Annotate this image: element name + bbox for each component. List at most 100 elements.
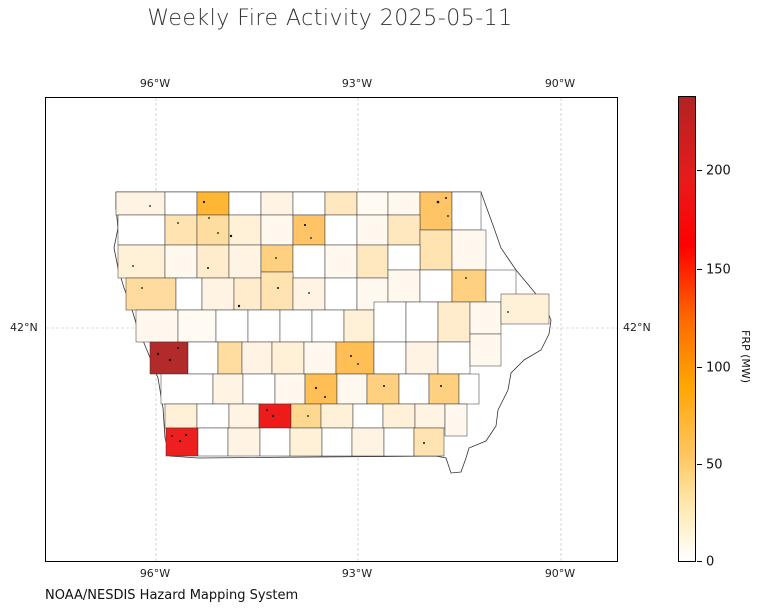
county [196, 214, 230, 246]
county [324, 277, 358, 311]
fire-point [185, 434, 187, 436]
county-layer [115, 191, 550, 457]
fire-point [132, 265, 134, 267]
fire-point [314, 386, 318, 390]
county [387, 244, 421, 271]
county [279, 309, 313, 343]
fire-point [307, 415, 309, 417]
county [451, 269, 487, 303]
fire-point [207, 267, 209, 269]
county [290, 403, 322, 429]
fire-point [350, 355, 352, 357]
county [324, 191, 358, 216]
county [274, 373, 306, 405]
county [241, 341, 273, 375]
county [271, 341, 305, 375]
fire-point [217, 232, 219, 234]
county [469, 301, 502, 335]
county [149, 341, 189, 375]
county [260, 271, 294, 311]
colorbar-tick-mark [697, 367, 702, 368]
county [228, 244, 262, 279]
county [201, 277, 235, 311]
lat-tick-left-42n: 42°N [10, 321, 38, 334]
county [451, 191, 482, 231]
lon-tick-bottom-96w: 96°W [139, 567, 171, 580]
fire-point [445, 197, 447, 199]
county [336, 373, 368, 405]
colorbar-tick-label: 50 [706, 457, 723, 473]
iowa-county-map [46, 98, 617, 561]
lon-tick-bottom-93w: 93°W [341, 567, 373, 580]
county [366, 373, 400, 405]
fire-point [324, 396, 326, 398]
fire-point [237, 304, 241, 308]
map-panel [45, 97, 618, 562]
county [292, 214, 326, 246]
county [414, 403, 446, 429]
county [260, 214, 294, 246]
fire-point [177, 347, 179, 349]
county [343, 309, 375, 343]
fire-point [465, 277, 467, 279]
fire-point [310, 237, 312, 239]
county [165, 427, 199, 457]
county [292, 191, 326, 216]
county [419, 191, 453, 231]
colorbar [678, 96, 696, 562]
colorbar-tick-mark [697, 269, 702, 270]
fire-point [271, 414, 275, 418]
county [324, 244, 358, 279]
colorbar-tick-mark [697, 170, 702, 171]
county [419, 229, 453, 271]
county [304, 373, 338, 405]
county [125, 277, 177, 311]
county [292, 277, 326, 311]
colorbar-tick-label: 200 [706, 163, 731, 179]
fire-point [303, 223, 307, 227]
county [177, 309, 217, 343]
county [387, 214, 421, 246]
county [164, 214, 198, 246]
county [135, 309, 179, 343]
county [383, 427, 415, 457]
county [382, 403, 416, 429]
fire-point [171, 435, 173, 437]
county [356, 191, 389, 216]
fire-point [177, 222, 179, 224]
fire-point [275, 257, 277, 259]
lat-tick-right-42n: 42°N [623, 321, 651, 334]
fire-point [149, 205, 151, 207]
county [260, 244, 294, 273]
colorbar-title: FRP (MW) [739, 330, 752, 384]
colorbar-tick-mark [697, 464, 702, 465]
county [387, 191, 421, 216]
county [228, 403, 260, 429]
county [233, 277, 262, 311]
county [175, 277, 203, 311]
county [419, 269, 453, 303]
county [160, 373, 214, 405]
county [437, 301, 471, 343]
county [356, 244, 389, 279]
county [311, 309, 345, 343]
county [356, 214, 389, 246]
fire-point [507, 311, 509, 313]
source-credit: NOAA/NESDIS Hazard Mapping System [45, 588, 299, 603]
county [351, 427, 385, 457]
county [451, 229, 487, 271]
fire-point [229, 234, 233, 238]
county [164, 191, 198, 216]
fire-point [383, 385, 385, 387]
county [413, 427, 445, 457]
county [115, 191, 166, 216]
county [247, 309, 281, 343]
county [212, 373, 244, 405]
fire-point [440, 385, 442, 387]
county [187, 341, 219, 375]
fire-point [266, 409, 268, 411]
county [197, 427, 229, 457]
county [405, 301, 439, 343]
fire-point [141, 287, 143, 289]
fire-point [202, 200, 206, 204]
